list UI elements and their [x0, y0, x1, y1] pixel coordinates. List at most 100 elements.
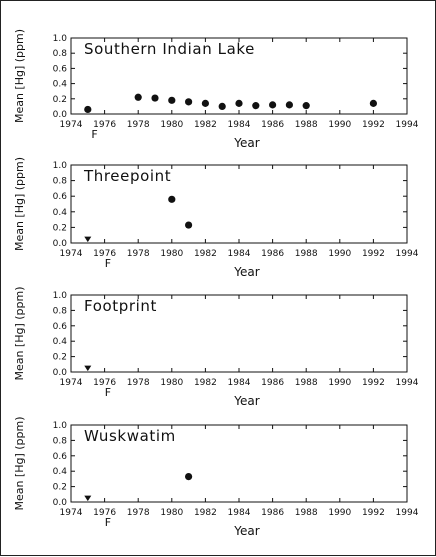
flag-label: F	[105, 386, 111, 399]
chart-panel-4: 0.0 0.2 0.4 0.6 0.8 1.0 1974 1976 1978 1980 1982 19…	[13, 416, 419, 538]
data-point	[252, 102, 260, 110]
x-tick-label: 1990	[328, 120, 351, 130]
x-tick-label: 1992	[362, 120, 385, 130]
x-tick-label: 1978	[127, 249, 150, 259]
x-tick-label: 1994	[396, 120, 419, 130]
x-axis-label: Year	[233, 524, 259, 538]
y-tick-label: 1.0	[53, 421, 68, 431]
data-point	[269, 101, 277, 109]
x-axis-label: Year	[233, 265, 259, 279]
panel-title: Footprint	[84, 297, 157, 315]
y-tick-label: 0.2	[53, 223, 67, 233]
y-tick-label: 1.0	[53, 34, 68, 44]
x-axis-label: Year	[233, 394, 259, 408]
x-tick-label: 1982	[194, 249, 217, 259]
y-tick-label: 0.6	[53, 322, 68, 332]
x-tick-label: 1984	[228, 249, 251, 259]
data-point	[168, 96, 176, 104]
x-tick-label: 1980	[160, 378, 183, 388]
x-tick-label: 1974	[60, 378, 83, 388]
y-tick-label: 0.0	[53, 368, 68, 378]
y-tick-label: 0.8	[53, 436, 68, 446]
x-tick-label: 1988	[295, 508, 318, 518]
x-tick-label: 1992	[362, 508, 385, 518]
data-point	[185, 472, 193, 481]
x-tick-label: 1976	[93, 249, 116, 259]
x-tick-label: 1988	[295, 378, 318, 388]
x-tick-label: 1986	[261, 378, 284, 388]
x-tick-label: 1982	[194, 120, 217, 130]
y-tick-label: 0.6	[53, 192, 68, 202]
data-point	[185, 98, 193, 106]
data-point	[168, 195, 176, 203]
x-tick-label: 1990	[328, 249, 351, 259]
y-tick-label: 0.6	[53, 64, 68, 74]
y-axis-label: Mean [Hg] (ppm)	[13, 416, 26, 510]
flag-label: F	[105, 516, 111, 529]
x-tick-label: 1986	[261, 249, 284, 259]
x-tick-label: 1978	[127, 508, 150, 518]
chart-panel-3: 0.0 0.2 0.4 0.6 0.8 1.0 1974 1976 1978 1980 1982 19…	[13, 286, 419, 408]
data-point	[285, 101, 293, 109]
x-tick-label: 1980	[160, 249, 183, 259]
y-tick-label: 0.2	[53, 483, 67, 493]
x-tick-label: 1976	[93, 120, 116, 130]
panel-title: Wuskwatim	[84, 427, 176, 445]
y-tick-label: 0.8	[53, 177, 68, 187]
y-axis-label: Mean [Hg] (ppm)	[13, 157, 26, 251]
x-tick-label: 1984	[228, 120, 251, 130]
x-tick-label: 1974	[60, 508, 83, 518]
data-point	[134, 93, 142, 101]
x-tick-label: 1984	[228, 508, 251, 518]
y-axis-label: Mean [Hg] (ppm)	[13, 286, 26, 380]
x-tick-label: 1976	[93, 378, 116, 388]
x-tick-label: 1980	[160, 120, 183, 130]
x-tick-label: 1990	[328, 508, 351, 518]
data-point	[369, 99, 377, 107]
y-tick-label: 0.4	[53, 208, 68, 218]
data-point	[185, 221, 193, 229]
x-tick-label: 1988	[295, 120, 318, 130]
y-axis-label: Mean [Hg] (ppm)	[13, 29, 26, 123]
y-tick-label: 0.4	[53, 467, 68, 477]
x-tick-label: 1986	[261, 120, 284, 130]
x-tick-label: 1994	[396, 508, 419, 518]
y-tick-label: 0.8	[53, 306, 68, 316]
y-tick-label: 0.0	[53, 498, 68, 508]
data-point	[218, 102, 226, 110]
data-point	[302, 102, 310, 110]
x-tick-label: 1988	[295, 249, 318, 259]
x-axis-label: Year	[233, 136, 259, 150]
y-tick-label: 0.0	[53, 239, 68, 249]
x-tick-label: 1994	[396, 249, 419, 259]
x-tick-label: 1992	[362, 249, 385, 259]
triangle-marker	[84, 365, 92, 372]
y-tick-label: 0.8	[53, 49, 68, 59]
flag-label: F	[91, 128, 97, 141]
x-tick-label: 1982	[194, 508, 217, 518]
data-point	[201, 99, 209, 107]
panel-title: Threepoint	[83, 167, 171, 185]
y-tick-label: 0.2	[53, 353, 67, 363]
y-tick-label: 0.0	[53, 110, 68, 120]
x-tick-label: 1994	[396, 378, 419, 388]
panel-title: Southern Indian Lake	[84, 40, 255, 58]
data-point	[84, 105, 92, 114]
data-point	[151, 94, 159, 102]
data-point	[235, 99, 243, 107]
y-tick-label: 0.4	[53, 80, 68, 90]
x-tick-label: 1978	[127, 120, 150, 130]
x-tick-label: 1984	[228, 378, 251, 388]
triangle-marker	[84, 236, 92, 243]
triangle-marker	[84, 495, 92, 502]
x-tick-label: 1990	[328, 378, 351, 388]
y-tick-label: 1.0	[53, 291, 68, 301]
x-tick-label: 1974	[60, 120, 83, 130]
x-tick-label: 1992	[362, 378, 385, 388]
x-tick-label: 1976	[93, 508, 116, 518]
y-tick-label: 0.6	[53, 452, 68, 462]
x-tick-label: 1978	[127, 378, 150, 388]
y-tick-label: 1.0	[53, 161, 68, 171]
